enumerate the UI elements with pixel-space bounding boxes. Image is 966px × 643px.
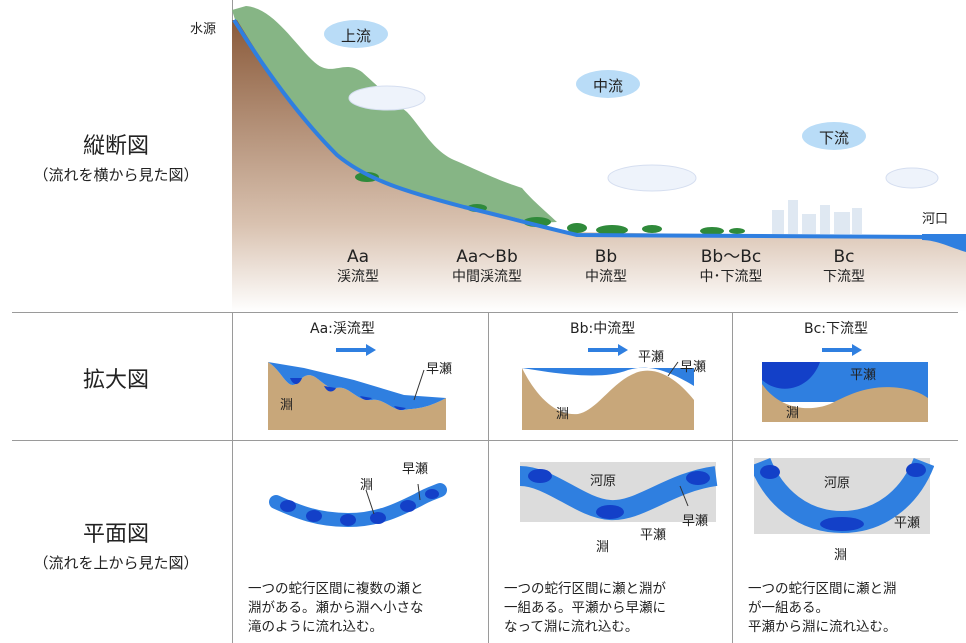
gravel-label: 河原 (824, 476, 851, 491)
pool-marker (760, 463, 926, 531)
grid-divider (732, 312, 733, 643)
pool-marker (528, 469, 710, 519)
pool-label: 淵 (360, 478, 374, 493)
type-bc: Bc 下流型 (804, 247, 884, 287)
water-body (268, 362, 446, 411)
description-line: 一つの蛇行区間に瀬と淵が (504, 581, 666, 597)
description-bc: 一つの蛇行区間に瀬と淵 が一組ある。 平瀬から淵に流れ込む。 (748, 580, 897, 637)
grid-divider (488, 312, 489, 643)
description-line: 平瀬から淵に流れ込む。 (748, 619, 897, 635)
enlarged-bc-diagram (762, 344, 928, 422)
row-label-enlarged: 拡大図 (0, 362, 232, 394)
type-code: Bb (594, 247, 618, 267)
pool-label: 淵 (834, 548, 848, 563)
type-code: Bc (833, 247, 855, 267)
panel-title-aa: Aa:渓流型 (310, 321, 375, 337)
type-code: Bb〜Bc (700, 247, 762, 267)
description-line: 一組ある。平瀬から早瀬に (504, 600, 666, 616)
rapid-label: 早瀬 (402, 462, 429, 477)
flat-label: 平瀬 (638, 350, 665, 365)
river-mouth (922, 234, 966, 252)
type-bb: Bb 中流型 (566, 247, 646, 287)
flow-arrow (822, 344, 862, 356)
river-mouth-label: 河口 (922, 212, 949, 227)
leader-line (417, 483, 421, 501)
cloud (348, 85, 939, 192)
row-label-longitudinal: 縦断図 （流れを横から見た図） (0, 128, 232, 185)
midstream-label: 中流 (592, 77, 623, 95)
description-aa: 一つの蛇行区間に複数の瀬と 淵がある。瀬から淵へ小さな 滝のように流れ込む。 (248, 580, 424, 637)
type-code: Aa〜Bb (456, 247, 518, 267)
city-skyline (772, 200, 862, 234)
land-profile (232, 20, 966, 312)
row-title: 拡大図 (82, 368, 149, 393)
flow-arrow (336, 344, 376, 356)
grid-divider (12, 440, 958, 441)
pool-label: 淵 (556, 407, 570, 422)
enlarged-bb-diagram (522, 344, 694, 430)
description-line: 淵がある。瀬から淵へ小さな (248, 600, 424, 616)
panel-title-bb: Bb:中流型 (570, 321, 636, 337)
water-body (522, 367, 694, 386)
downstream-label: 下流 (818, 129, 849, 147)
type-bb-bc: Bb〜Bc 中･下流型 (676, 247, 786, 287)
plan-aa-diagram (269, 483, 447, 528)
longitudinal-profile (232, 6, 966, 312)
description-bb: 一つの蛇行区間に瀬と淵が 一組ある。平瀬から早瀬に なって淵に流れ込む。 (504, 580, 666, 637)
leader-line (413, 369, 425, 401)
pool-marker (280, 489, 439, 526)
description-line: なって淵に流れ込む。 (504, 619, 639, 635)
type-name: 下流型 (823, 269, 865, 285)
riverbed (268, 362, 446, 430)
leader-line (365, 489, 375, 515)
type-name: 中流型 (585, 269, 627, 285)
riverbed (762, 384, 928, 422)
row-title: 平面図 (82, 522, 149, 547)
type-name: 渓流型 (337, 269, 379, 285)
flat-label: 平瀬 (850, 368, 877, 383)
type-code: Aa (346, 247, 370, 267)
description-line: 一つの蛇行区間に瀬と淵 (748, 581, 897, 597)
river-profile-line (232, 18, 933, 239)
enlarged-aa-diagram (268, 344, 446, 430)
pool-label: 淵 (786, 406, 800, 421)
label-cloud (324, 20, 866, 150)
leader-line (679, 485, 689, 507)
type-name: 中間渓流型 (452, 269, 522, 285)
plan-bc-diagram (754, 458, 934, 534)
row-subtitle: （流れを上から見た図） (33, 554, 199, 572)
row-subtitle: （流れを横から見た図） (33, 166, 199, 184)
upstream-label: 上流 (340, 27, 371, 45)
flat-label: 平瀬 (640, 528, 667, 543)
source-label: 水源 (190, 22, 217, 37)
pool-label: 淵 (596, 540, 610, 555)
panel-title-bc: Bc:下流型 (804, 321, 869, 337)
grid-divider (12, 312, 958, 313)
riverbed (522, 368, 694, 430)
plan-bb-diagram (520, 462, 718, 522)
flat-label: 平瀬 (894, 516, 921, 531)
type-name: 中･下流型 (699, 269, 763, 285)
row-label-plan: 平面図 （流れを上から見た図） (0, 516, 232, 573)
rapid-label: 早瀬 (682, 514, 709, 529)
pool-label: 淵 (280, 398, 294, 413)
type-aa: Aa 渓流型 (318, 247, 398, 287)
description-line: 滝のように流れ込む。 (248, 619, 383, 635)
description-line: 一つの蛇行区間に複数の瀬と (248, 581, 424, 597)
gravel-label: 河原 (590, 474, 617, 489)
description-line: が一組ある。 (748, 600, 829, 616)
leader-line (667, 361, 679, 377)
rapid-label: 早瀬 (680, 360, 707, 375)
rapid-label: 早瀬 (426, 362, 453, 377)
flow-arrow (588, 344, 628, 356)
row-title: 縦断図 (82, 134, 149, 159)
type-aa-bb: Aa〜Bb 中間渓流型 (432, 247, 542, 287)
grid-divider (232, 0, 233, 643)
